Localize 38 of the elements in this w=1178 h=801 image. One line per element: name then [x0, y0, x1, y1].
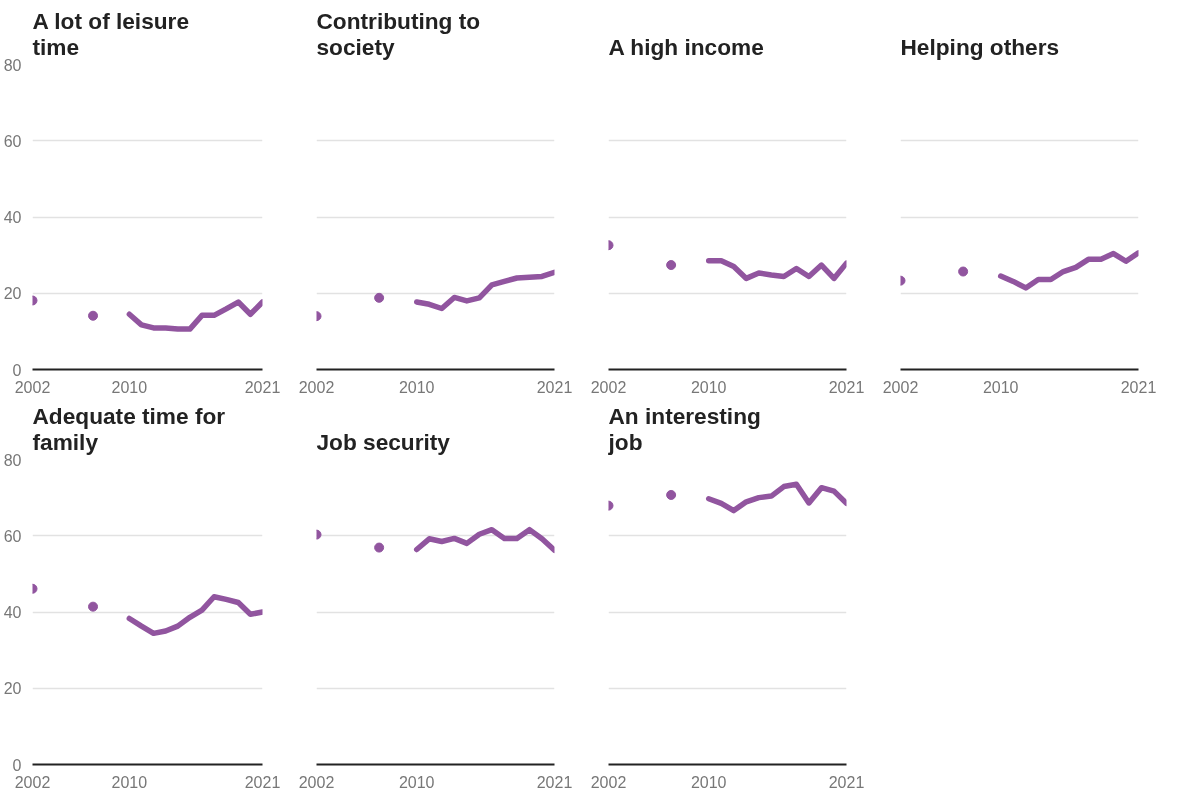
y-tick-label: 40 — [3, 604, 22, 621]
x-tick-label: 2010 — [982, 378, 1019, 396]
x-tick-label: 2002 — [298, 773, 335, 791]
x-tick-label: 2021 — [244, 378, 281, 396]
chart-title: A high income — [608, 33, 764, 60]
x-tick-label: 2002 — [590, 773, 627, 791]
chart-title: Contributing to society — [316, 7, 481, 60]
x-tick-label: 2010 — [111, 773, 148, 791]
x-tick-label: 2021 — [828, 378, 865, 396]
y-tick-label: 60 — [3, 527, 22, 545]
x-tick-label: 2002 — [14, 773, 51, 791]
x-tick-label: 2021 — [536, 378, 573, 396]
y-tick-label: 60 — [3, 132, 22, 150]
chart-title: A lot of leisure time — [32, 7, 190, 60]
x-tick-label: 2010 — [398, 773, 435, 791]
x-tick-label: 2021 — [244, 773, 281, 791]
y-tick-label: 80 — [3, 451, 22, 469]
x-tick-label: 2010 — [690, 378, 727, 396]
x-tick-label: 2021 — [1120, 378, 1157, 396]
x-tick-label: 2002 — [14, 378, 51, 396]
y-tick-label: 20 — [3, 680, 22, 698]
x-tick-label: 2010 — [398, 378, 435, 396]
y-tick-label: 0 — [12, 361, 22, 379]
x-tick-label: 2002 — [298, 378, 335, 396]
chart-title: Adequate time for family — [32, 402, 226, 455]
x-tick-label: 2002 — [590, 378, 627, 396]
chart-title: Helping others — [900, 33, 1060, 60]
y-tick-label: 20 — [3, 285, 22, 303]
y-tick-label: 0 — [12, 756, 22, 774]
chart-title: An interesting job — [607, 402, 761, 455]
y-tick-label: 80 — [3, 56, 22, 74]
x-tick-label: 2010 — [111, 378, 148, 396]
chart-title: Job security — [316, 428, 451, 455]
x-tick-label: 2002 — [882, 378, 919, 396]
y-tick-label: 40 — [3, 209, 22, 226]
x-tick-label: 2021 — [536, 773, 573, 791]
x-tick-label: 2021 — [828, 773, 865, 791]
x-tick-label: 2010 — [690, 773, 727, 791]
